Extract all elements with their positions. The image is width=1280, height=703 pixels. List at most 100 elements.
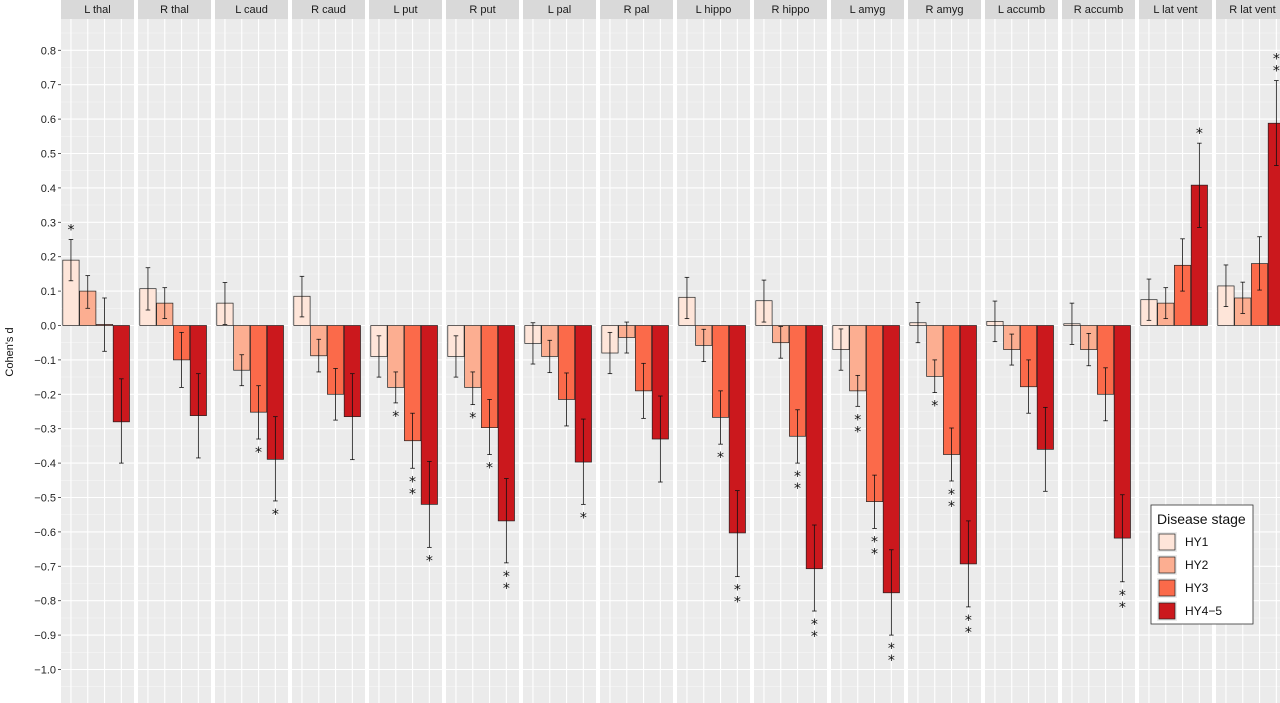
y-tick-label: −0.5 [34, 493, 56, 505]
significance-star: * [948, 487, 955, 503]
y-tick-label: −0.4 [34, 458, 56, 470]
significance-star: * [794, 469, 801, 485]
facet-strip-label: R thal [160, 4, 189, 16]
y-tick-label: 0.4 [41, 183, 56, 195]
legend-label: HY4−5 [1185, 604, 1222, 618]
y-tick-label: −0.9 [34, 630, 56, 642]
legend-title: Disease stage [1157, 511, 1246, 527]
significance-star: * [888, 641, 895, 657]
significance-star: * [1119, 600, 1126, 616]
legend-swatch [1158, 533, 1176, 551]
significance-star: * [717, 450, 724, 466]
significance-star: * [67, 223, 74, 239]
significance-star: * [486, 461, 493, 477]
significance-star: * [734, 583, 741, 599]
facet-strip-label: R put [469, 4, 495, 16]
facet-strip [600, 0, 673, 19]
facet-panel: L amyg****** [831, 0, 904, 703]
y-axis: 0.8 0.7 0.6 0.5 0.4 0.3 0.2 0.1 0.0 −0.1 −0.2 −0.3 −… [34, 45, 61, 677]
facet-strip [369, 0, 442, 19]
facet-panel: R thal [138, 0, 211, 703]
y-axis-title: Cohen's d [4, 327, 16, 376]
facet-panel: L hippo*** [677, 0, 750, 703]
facet-strip-label: L thal [84, 4, 111, 16]
facet-strip-label: L hippo [696, 4, 732, 16]
significance-star: * [888, 653, 895, 669]
facet-panel: L thal * [61, 0, 134, 703]
facet-panel: R put**** [446, 0, 519, 703]
y-tick-label: −0.1 [34, 355, 56, 367]
facet-panel: L accumb [985, 0, 1058, 703]
facet-panel: R hippo**** [754, 0, 827, 703]
significance-star: * [503, 569, 510, 585]
y-tick-label: 0.0 [41, 321, 56, 333]
facet-panel: R pal [600, 0, 673, 703]
facet-strip [523, 0, 596, 19]
significance-star: * [965, 613, 972, 629]
y-tick-label: 0.6 [41, 114, 56, 126]
facet-strip-label: R amyg [926, 4, 964, 16]
facet-panel: R amyg***** [908, 0, 981, 703]
facet-panel: L put**** [369, 0, 442, 703]
legend-label: HY3 [1185, 581, 1209, 595]
significance-star: * [734, 595, 741, 611]
facet-strip [446, 0, 519, 19]
y-tick-label: −0.6 [34, 527, 56, 539]
facet-panels: L thal*R thal L caud**R caud L put****R pu… [61, 0, 1280, 703]
significance-star: * [854, 412, 861, 428]
facet-strip [831, 0, 904, 19]
y-tick-label: 0.2 [41, 252, 56, 264]
significance-star: * [854, 424, 861, 440]
facet-strip-label: L amyg [850, 4, 886, 16]
significance-star: * [409, 486, 416, 502]
facet-strip [292, 0, 365, 19]
y-tick-label: −0.3 [34, 424, 56, 436]
facet-strip-label: L caud [235, 4, 268, 16]
significance-star: * [811, 617, 818, 633]
significance-star: * [871, 534, 878, 550]
facet-strip-label: R hippo [772, 4, 810, 16]
significance-star: * [503, 581, 510, 597]
facet-strip [985, 0, 1058, 19]
facet-strip-label: L lat vent [1153, 4, 1197, 16]
facet-strip [1139, 0, 1212, 19]
bar-HY4−5 [1267, 122, 1280, 326]
significance-star: * [580, 510, 587, 526]
y-tick-label: 0.7 [41, 80, 56, 92]
facet-strip-label: L put [393, 4, 417, 16]
y-tick-label: 0.5 [41, 149, 56, 161]
facet-strip [138, 0, 211, 19]
y-tick-label: 0.8 [41, 45, 56, 57]
significance-star: * [1119, 588, 1126, 604]
facet-strip [1216, 0, 1280, 19]
significance-star: * [794, 481, 801, 497]
y-tick-label: −1.0 [34, 665, 56, 677]
legend-swatch [1158, 602, 1176, 620]
significance-star: * [409, 474, 416, 490]
y-tick-label: 0.1 [41, 286, 56, 298]
facet-strip-label: R caud [311, 4, 346, 16]
significance-star: * [1273, 52, 1280, 68]
legend-swatch [1158, 556, 1176, 574]
legend-swatch [1158, 579, 1176, 597]
facet-strip [1062, 0, 1135, 19]
facet-strip [61, 0, 134, 19]
significance-star: * [871, 546, 878, 562]
facet-strip-label: L pal [548, 4, 571, 16]
facet-panel: R accumb ** [1062, 0, 1135, 703]
y-tick-label: −0.2 [34, 389, 56, 401]
facet-strip [908, 0, 981, 19]
facet-strip [215, 0, 288, 19]
legend-label: HY2 [1185, 558, 1209, 572]
significance-star: * [272, 507, 279, 523]
significance-star: * [948, 499, 955, 515]
facet-panel: L pal * [523, 0, 596, 703]
facet-panel: L caud * * [215, 0, 288, 703]
significance-star: * [931, 399, 938, 415]
facet-strip-label: R lat vent [1229, 4, 1275, 16]
facet-panel: R caud [292, 0, 365, 703]
significance-star: * [426, 553, 433, 569]
y-tick-label: −0.7 [34, 561, 56, 573]
facet-strip-label: L accumb [998, 4, 1045, 16]
